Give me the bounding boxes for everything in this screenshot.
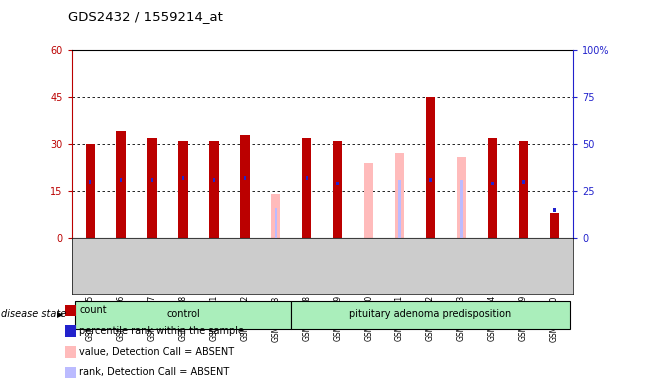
Text: pituitary adenoma predisposition: pituitary adenoma predisposition [350,309,512,319]
Text: disease state: disease state [1,309,66,319]
Bar [243,176,246,180]
Bar [460,180,463,238]
Bar [210,141,219,238]
FancyBboxPatch shape [75,301,291,329]
FancyBboxPatch shape [291,301,570,329]
Bar [488,138,497,238]
Bar [553,208,555,212]
Text: percentile rank within the sample: percentile rank within the sample [79,326,244,336]
Text: count: count [79,305,107,315]
Bar [426,97,435,238]
Bar [492,182,493,185]
Bar [333,141,342,238]
Bar [364,163,373,238]
Bar [457,157,466,238]
Bar [178,141,187,238]
Text: value, Detection Call = ABSENT: value, Detection Call = ABSENT [79,347,234,357]
Text: rank, Detection Call = ABSENT: rank, Detection Call = ABSENT [79,367,230,377]
Bar [549,213,559,238]
Bar [182,176,184,180]
Bar [519,141,528,238]
Bar [120,178,122,182]
Bar [117,131,126,238]
Bar [240,135,249,238]
Bar [151,178,153,182]
Bar [213,178,215,182]
Text: GDS2432 / 1559214_at: GDS2432 / 1559214_at [68,10,223,23]
Text: ▶: ▶ [57,310,64,319]
Bar [275,208,277,238]
Bar [522,180,525,184]
Bar [302,138,311,238]
Bar [89,180,91,184]
Bar [429,178,432,182]
Bar [147,138,157,238]
Bar [85,144,95,238]
Bar [305,176,308,180]
Bar [398,180,401,238]
Bar [395,154,404,238]
Bar [337,182,339,185]
Bar [271,194,281,238]
Text: control: control [166,309,200,319]
